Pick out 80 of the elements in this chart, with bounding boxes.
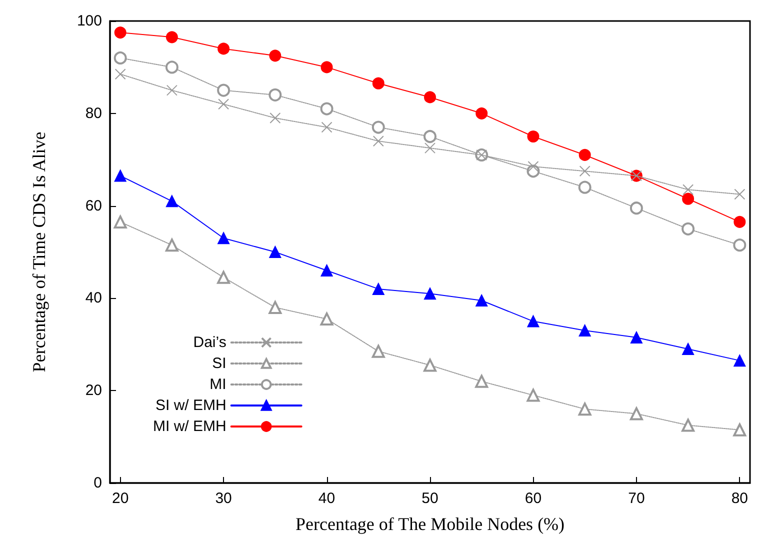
y-tick-label: 20 (85, 382, 102, 400)
point (320, 264, 333, 276)
point (217, 270, 230, 284)
point (424, 130, 436, 143)
point (269, 50, 282, 62)
y-axis-title: Percentage of Time CDS Is Alive (29, 132, 49, 372)
x-tick-label: 60 (524, 490, 542, 507)
point (682, 222, 695, 236)
point (372, 344, 385, 358)
x-tick-label: 30 (215, 490, 232, 507)
point (114, 26, 126, 39)
x-tick-label: 40 (318, 490, 336, 507)
point (320, 61, 333, 74)
point (682, 418, 695, 432)
y-tick-label: 0 (94, 474, 102, 492)
point (630, 202, 643, 215)
point (734, 188, 746, 200)
point (218, 232, 230, 244)
x-tick-label: 50 (422, 490, 438, 507)
point (528, 161, 539, 172)
point (579, 166, 590, 177)
point (320, 312, 334, 326)
point (578, 324, 591, 337)
point (578, 148, 591, 161)
x-tick-label: 80 (731, 490, 748, 507)
legend-label: MI (210, 376, 226, 393)
point (630, 331, 642, 344)
point (372, 282, 384, 295)
legend-label: SI w/ EMH (155, 397, 226, 414)
point (217, 84, 230, 97)
y-tick-label: 60 (85, 197, 102, 214)
legend-label: MI w/ EMH (152, 418, 226, 435)
point (630, 407, 643, 420)
point (321, 122, 332, 133)
point (165, 238, 178, 252)
legend-label: Dai’s (193, 334, 226, 351)
point (527, 130, 540, 142)
point (268, 300, 282, 314)
point (578, 402, 592, 416)
point (268, 88, 282, 102)
y-tick-label: 40 (85, 290, 102, 307)
point (218, 42, 230, 55)
point (114, 51, 127, 64)
point (424, 91, 436, 104)
point (269, 246, 282, 258)
point (734, 216, 746, 228)
point (578, 180, 592, 194)
point (114, 170, 126, 182)
point (320, 102, 334, 116)
point (733, 423, 746, 436)
point (682, 192, 694, 205)
point (475, 374, 488, 388)
y-tick-label: 100 (76, 12, 102, 30)
point (270, 112, 281, 124)
x-axis-title: Percentage of The Mobile Nodes (%) (295, 514, 565, 534)
x-tick-label: 70 (628, 490, 645, 507)
legend-label: SI (212, 355, 226, 372)
point (372, 136, 384, 147)
point (476, 107, 488, 120)
point (165, 60, 178, 74)
point (682, 343, 694, 356)
point (424, 358, 436, 372)
point (372, 77, 384, 90)
point (424, 142, 436, 154)
point (372, 120, 385, 134)
x-tick-label: 20 (112, 490, 129, 507)
y-tick-label: 80 (85, 104, 102, 122)
point (166, 31, 178, 44)
point (166, 195, 178, 208)
point (682, 184, 694, 196)
point (476, 294, 488, 307)
point (114, 215, 127, 228)
point (526, 388, 540, 402)
point (424, 288, 436, 300)
point (733, 238, 746, 252)
point (114, 68, 126, 80)
point (218, 98, 230, 110)
point (527, 315, 540, 328)
point (734, 354, 746, 367)
point (166, 84, 178, 96)
